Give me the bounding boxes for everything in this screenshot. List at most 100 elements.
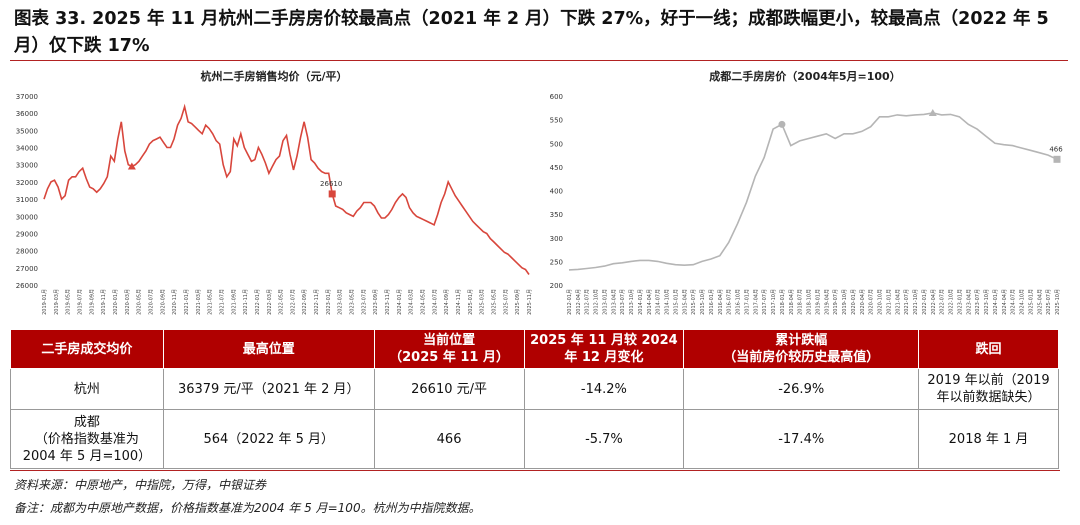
x-tick-label: 2020-03月 [125,289,131,315]
header-cell: 累计跌幅 （当前房价较历史最高值） [683,329,920,369]
table-cell: -5.7% [523,409,685,469]
y-tick-label: 500 [550,140,563,148]
last-point-marker [1053,155,1061,163]
x-tick-label: 2016-04月 [718,289,724,315]
x-tick-label: 2024-04月 [1002,289,1008,315]
x-tick-label: 2023-01月 [326,289,332,315]
x-tick-label: 2021-01月 [886,289,892,315]
y-tick-label: 200 [550,282,563,290]
x-tick-label: 2014-04月 [647,289,653,315]
x-tick-label: 2022-05月 [279,289,285,315]
x-tick-label: 2017-04月 [753,289,759,315]
y-tick-label: 32000 [16,179,38,187]
y-tick-label: 29000 [16,230,38,238]
x-tick-label: 2015-04月 [682,289,688,315]
x-tick-label: 2017-01月 [744,289,750,315]
x-tick-label: 2014-10月 [665,289,671,315]
x-tick-label: 2012-04月 [576,289,582,315]
y-tick-label: 30000 [16,213,38,221]
x-tick-label: 2019-05月 [66,289,72,315]
x-tick-label: 2013-04月 [611,289,617,315]
x-tick-label: 2016-01月 [709,289,715,315]
data-label: 466 [1049,145,1063,153]
y-tick-label: 400 [550,188,563,196]
table-cell: 2019 年以前（2019 年以前数据缺失） [918,368,1059,410]
x-tick-label: 2015-01月 [673,289,679,315]
header-cell: 2025 年 11 月较 2024 年 12 月变化 [523,329,685,369]
x-tick-label: 2022-01月 [922,289,928,315]
x-tick-label: 2013-10月 [629,289,635,315]
x-tick-label: 2024-07月 [1011,289,1017,315]
table-cell: -17.4% [683,409,920,469]
table-cell: 564（2022 年 5 月） [162,409,375,469]
hangzhou-chart-title: 杭州二手房销售均价（元/平） [200,70,348,83]
x-tick-label: 2023-05月 [350,289,356,315]
table-cell: 466 [373,409,525,469]
y-tick-label: 600 [550,93,563,101]
y-tick-label: 33000 [16,162,38,170]
x-tick-label: 2021-07月 [904,289,910,315]
top-rule [10,60,1068,61]
y-tick-label: 450 [550,164,563,172]
chengdu-chart-panel: 成都二手房房价（2004年5月=100） 200 250 300 350 400 450 5… [545,66,1065,328]
hangzhou-price-chart: 26000 27000 28000 29000 30000 31000 32000 33000… [16,93,533,315]
y-tick-label: 550 [550,117,563,125]
y-tick-label: 35000 [16,127,38,135]
x-tick-label: 2025-07月 [1046,289,1052,315]
x-tick-label: 2019-10月 [842,289,848,315]
x-tick-label: 2013-01月 [602,289,608,315]
x-tick-label: 2024-09月 [444,289,450,315]
x-tick-label: 2022-04月 [931,289,937,315]
x-tick-label: 2025-10月 [1055,289,1061,315]
x-tick-label: 2020-01月 [113,289,119,315]
x-tick-label: 2023-09月 [373,289,379,315]
peak-marker [928,109,937,117]
x-tick-label: 2022-03月 [267,289,273,315]
x-tick-label: 2019-03月 [54,289,60,315]
x-tick-label: 2019-04月 [824,289,830,315]
x-tick-label: 2021-11月 [243,289,249,315]
last-point-marker [328,190,336,198]
x-tick-label: 2023-07月 [975,289,981,315]
x-tick-label: 2021-10月 [913,289,919,315]
x-tick-label: 2020-07月 [148,289,154,315]
y-tick-label: 300 [550,235,563,243]
header-cell: 最高位置 [162,329,375,369]
x-tick-label: 2021-03月 [196,289,202,315]
x-tick-label: 2020-04月 [860,289,866,315]
chengdu-chart-title: 成都二手房房价（2004年5月=100） [709,70,901,83]
x-tick-label: 2025-03月 [480,289,486,315]
x-tick-label: 2022-09月 [302,289,308,315]
x-tick-label: 2022-07月 [940,289,946,315]
x-tick-label: 2022-01月 [255,289,261,315]
x-tick-label: 2017-10月 [771,289,777,315]
x-tick-label: 2023-11月 [385,289,391,315]
x-tick-label: 2025-11月 [527,289,533,315]
x-tick-label: 2021-01月 [184,289,190,315]
x-tick-label: 2025-07月 [503,289,509,315]
x-tick-label: 2023-10月 [984,289,990,315]
x-tick-label: 2020-05月 [137,289,143,315]
header-cell: 二手房成交均价 [10,329,164,369]
x-tick-label: 2018-10月 [807,289,813,315]
series-line [568,112,1058,271]
x-tick-label: 2021-05月 [208,289,214,315]
x-tick-label: 2012-01月 [567,289,573,315]
table-cell: -14.2% [523,368,685,410]
x-tick-label: 2025-01月 [1028,289,1034,315]
x-tick-label: 2020-11月 [172,289,178,315]
x-tick-label: 2023-03月 [338,289,344,315]
x-tick-label: 2021-04月 [895,289,901,315]
x-tick-label: 2019-07月 [833,289,839,315]
hangzhou-chart-panel: 杭州二手房销售均价（元/平） 26000 27000 28000 29000 30000… [14,66,534,328]
x-tick-label: 2023-07月 [361,289,367,315]
y-tick-label: 34000 [16,145,38,153]
y-tick-label: 350 [550,211,563,219]
y-tick-label: 26000 [16,282,38,290]
x-tick-label: 2012-10月 [594,289,600,315]
x-tick-label: 2018-07月 [798,289,804,315]
table-header-row: 二手房成交均价 最高位置 当前位置 （2025 年 11 月） 2025 年 1… [10,329,1059,369]
y-tick-label: 27000 [16,265,38,273]
x-tick-label: 2014-01月 [638,289,644,315]
header-cell: 当前位置 （2025 年 11 月） [373,329,525,369]
